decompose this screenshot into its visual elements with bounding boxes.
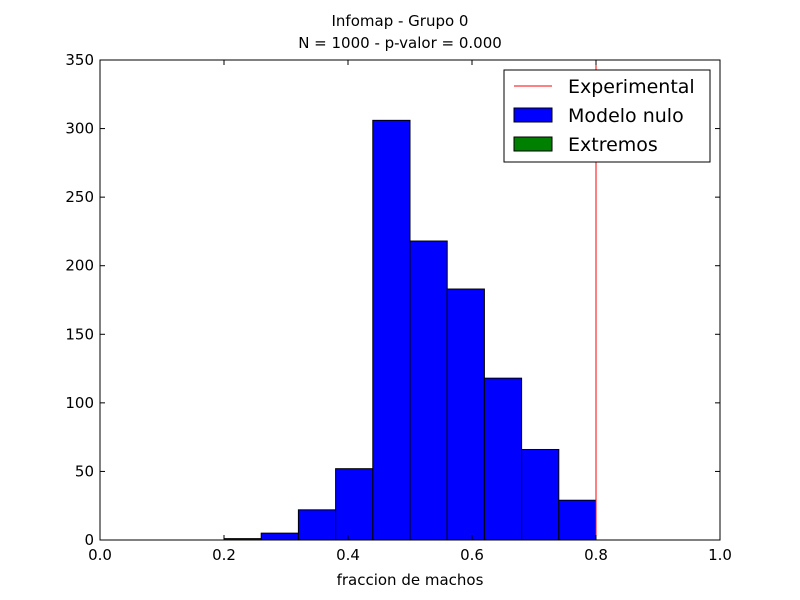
histogram-bar <box>483 377 523 541</box>
y-tick-label: 350 <box>65 51 94 69</box>
histogram-bar <box>372 119 411 541</box>
histogram-bar <box>335 468 374 541</box>
y-tick-label: 0 <box>84 531 94 549</box>
x-tick-label: 0.4 <box>336 546 360 564</box>
histogram-bar <box>260 532 299 541</box>
y-tick-label: 150 <box>65 325 94 343</box>
y-tick-label: 250 <box>65 188 94 206</box>
histogram-bar <box>446 288 485 541</box>
x-tick-label: 0.6 <box>460 546 484 564</box>
y-tick-label: 100 <box>65 394 94 412</box>
y-tick-label: 50 <box>75 462 94 480</box>
legend-modelo-nulo-swatch <box>513 107 553 123</box>
x-tick-label: 0.2 <box>212 546 236 564</box>
x-axis-label: fraccion de machos <box>337 571 484 589</box>
legend-extremos-swatch <box>513 136 553 152</box>
x-tick-label: 1.0 <box>708 546 732 564</box>
plot-frame <box>99 59 721 541</box>
y-tick-label: 200 <box>65 257 94 275</box>
histogram-bar <box>409 240 448 541</box>
histogram-bar <box>521 448 560 541</box>
x-tick-label: 0.0 <box>88 546 112 564</box>
chart-subtitle: N = 1000 - p-valor = 0.000 <box>298 34 502 52</box>
x-tick-label: 0.8 <box>584 546 608 564</box>
legend-modelo-nulo-label: Modelo nulo <box>568 105 684 127</box>
histogram-bar <box>558 499 597 541</box>
y-tick-label: 300 <box>65 120 94 138</box>
legend-extremos-label: Extremos <box>568 134 658 156</box>
histogram-bar <box>297 509 337 541</box>
legend: Experimental Modelo nulo Extremos <box>503 69 711 163</box>
chart-title: Infomap - Grupo 0 <box>332 12 469 30</box>
histogram-bars <box>223 119 597 541</box>
legend-experimental-label: Experimental <box>568 76 695 98</box>
